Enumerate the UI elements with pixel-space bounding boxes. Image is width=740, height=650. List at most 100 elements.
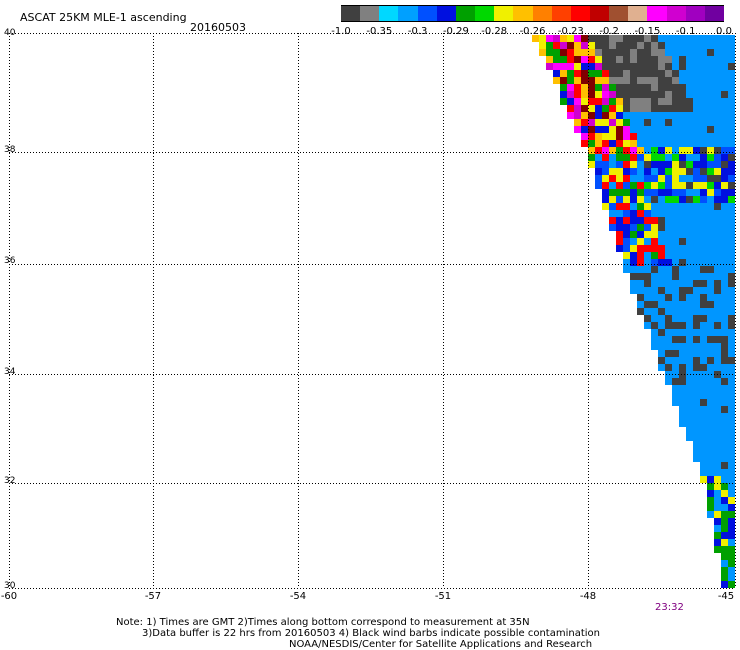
swath-cell xyxy=(672,35,679,42)
swath-cell xyxy=(588,63,595,70)
swath-cell xyxy=(700,245,707,252)
swath-cell xyxy=(728,49,735,56)
swath-cell xyxy=(637,126,644,133)
swath-cell xyxy=(623,63,630,70)
swath-cell xyxy=(630,168,637,175)
swath-cell xyxy=(686,98,693,105)
swath-cell xyxy=(693,224,700,231)
swath-cell xyxy=(574,70,581,77)
swath-cell xyxy=(665,301,672,308)
swath-cell xyxy=(651,49,658,56)
colorbar-tick-label: -0.28 xyxy=(481,26,508,37)
swath-cell xyxy=(686,315,693,322)
swath-cell xyxy=(707,238,714,245)
swath-cell xyxy=(651,91,658,98)
swath-cell xyxy=(672,350,679,357)
swath-cell xyxy=(658,357,665,364)
swath-cell xyxy=(588,133,595,140)
swath-cell xyxy=(623,245,630,252)
swath-cell xyxy=(721,147,728,154)
swath-cell xyxy=(637,63,644,70)
swath-cell xyxy=(651,147,658,154)
swath-cell xyxy=(728,189,735,196)
swath-cell xyxy=(644,119,651,126)
swath-cell xyxy=(728,378,735,385)
swath-cell xyxy=(539,35,546,42)
swath-cell xyxy=(700,35,707,42)
swath-cell xyxy=(700,469,707,476)
swath-cell xyxy=(644,301,651,308)
swath-cell xyxy=(672,378,679,385)
swath-cell xyxy=(679,315,686,322)
swath-cell xyxy=(721,287,728,294)
swath-cell xyxy=(672,49,679,56)
swath-cell xyxy=(623,224,630,231)
swath-cell xyxy=(588,35,595,42)
swath-cell xyxy=(714,364,721,371)
swath-cell xyxy=(616,84,623,91)
swath-cell xyxy=(693,280,700,287)
swath-cell xyxy=(665,84,672,91)
swath-cell xyxy=(630,238,637,245)
swath-cell xyxy=(553,70,560,77)
swath-cell xyxy=(672,399,679,406)
swath-cell xyxy=(728,84,735,91)
swath-cell xyxy=(651,168,658,175)
swath-cell xyxy=(672,357,679,364)
swath-cell xyxy=(721,413,728,420)
swath-cell xyxy=(679,189,686,196)
swath-cell xyxy=(728,266,735,273)
swath-cell xyxy=(623,49,630,56)
swath-cell xyxy=(693,175,700,182)
swath-cell xyxy=(728,469,735,476)
swath-cell xyxy=(546,42,553,49)
swath-cell xyxy=(567,105,574,112)
swath-cell xyxy=(693,154,700,161)
swath-cell xyxy=(630,224,637,231)
swath-cell xyxy=(728,574,735,581)
swath-cell xyxy=(665,112,672,119)
swath-cell xyxy=(651,217,658,224)
swath-cell xyxy=(693,413,700,420)
swath-cell xyxy=(707,504,714,511)
swath-cell xyxy=(721,343,728,350)
swath-cell xyxy=(679,301,686,308)
swath-cell xyxy=(672,294,679,301)
swath-cell xyxy=(686,161,693,168)
swath-cell xyxy=(700,336,707,343)
swath-cell xyxy=(609,70,616,77)
swath-cell xyxy=(630,245,637,252)
swath-cell xyxy=(651,203,658,210)
swath-cell xyxy=(707,126,714,133)
swath-cell xyxy=(616,56,623,63)
swath-cell xyxy=(707,175,714,182)
swath-cell xyxy=(623,56,630,63)
swath-cell xyxy=(728,287,735,294)
lon-label: -60 xyxy=(0,591,18,602)
swath-cell xyxy=(700,371,707,378)
lon-label: -45 xyxy=(717,591,735,602)
swath-cell xyxy=(658,252,665,259)
swath-cell xyxy=(707,42,714,49)
swath-cell xyxy=(700,56,707,63)
swath-cell xyxy=(637,217,644,224)
swath-cell xyxy=(609,196,616,203)
swath-cell xyxy=(665,357,672,364)
swath-cell xyxy=(623,161,630,168)
swath-cell xyxy=(644,217,651,224)
swath-cell xyxy=(616,49,623,56)
swath-cell xyxy=(707,196,714,203)
swath-cell xyxy=(693,343,700,350)
swath-cell xyxy=(609,217,616,224)
swath-cell xyxy=(693,35,700,42)
swath-cell xyxy=(595,175,602,182)
swath-cell xyxy=(651,133,658,140)
swath-cell xyxy=(679,49,686,56)
swath-cell xyxy=(658,196,665,203)
swath-cell xyxy=(616,210,623,217)
swath-cell xyxy=(728,161,735,168)
swath-cell xyxy=(651,329,658,336)
swath-cell xyxy=(700,315,707,322)
swath-cell xyxy=(651,196,658,203)
swath-cell xyxy=(609,119,616,126)
